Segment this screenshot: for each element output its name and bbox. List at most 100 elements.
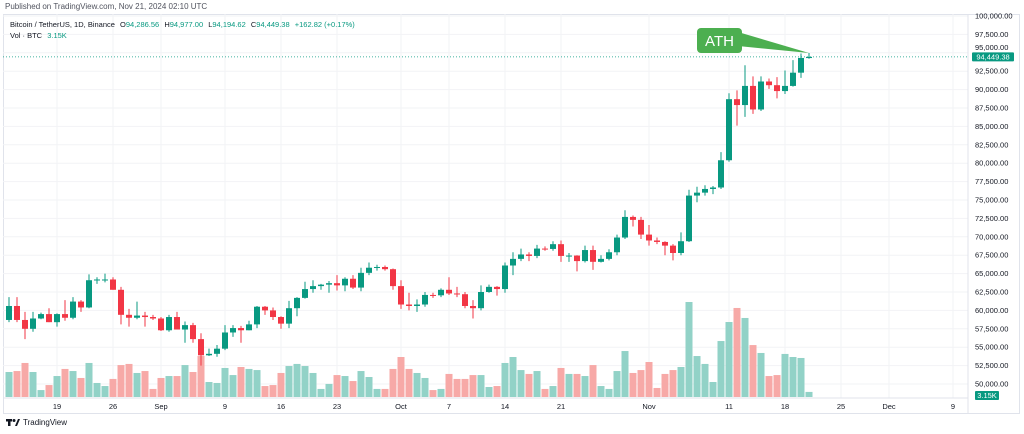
candle-body — [678, 241, 684, 253]
grid — [3, 14, 968, 398]
volume-bar — [141, 371, 149, 397]
candle-body — [190, 325, 196, 340]
volume-bar — [237, 367, 245, 397]
candle-body — [390, 269, 396, 287]
chart-frame — [3, 14, 1020, 414]
candle-body — [662, 241, 668, 246]
volume-bar — [589, 365, 597, 397]
price-tick-label: 85,000.00 — [975, 122, 1008, 131]
low-label: L — [208, 20, 213, 29]
volume-bar — [677, 367, 685, 397]
candle-body — [374, 266, 380, 268]
candle-body — [630, 216, 636, 220]
open-value: 94,286.56 — [125, 20, 160, 29]
candle-body — [486, 286, 492, 292]
volume-bar — [509, 357, 517, 397]
candle-body — [382, 266, 388, 270]
ath-annotation[interactable]: ATH — [697, 28, 809, 53]
candle-body — [46, 314, 52, 323]
candle-body — [702, 188, 708, 193]
volume-bar — [597, 386, 605, 397]
candle-body — [638, 219, 644, 235]
footer: TradingView — [6, 418, 67, 427]
volume-bar — [773, 375, 781, 397]
candle-body — [238, 328, 244, 331]
volume-bar — [77, 377, 85, 397]
price-tick-label: 97,500.00 — [975, 30, 1008, 39]
volume-bar — [373, 388, 381, 397]
volume-bar — [261, 386, 269, 397]
published-note: Published on TradingView.com, Nov 21, 20… — [5, 2, 208, 11]
candle-body — [62, 314, 68, 318]
candle-body — [654, 240, 660, 242]
price-tick-label: 70,000.00 — [975, 232, 1008, 241]
volume-bar — [349, 381, 357, 397]
open-label: O — [120, 20, 126, 29]
candle-body — [590, 250, 596, 262]
volume-bar — [477, 375, 485, 397]
price-tick-label: 95,000.00 — [975, 43, 1008, 52]
volume-bar — [709, 382, 717, 397]
price-axis[interactable]: 100,000.00 97,500.00 95,000.00 92,500.00 90,… — [975, 12, 1013, 389]
candle-body — [366, 267, 372, 273]
tradingview-brand[interactable]: TradingView — [23, 418, 68, 427]
time-tick-label: 21 — [557, 402, 565, 411]
volume-label[interactable]: Vol · BTC — [10, 31, 43, 40]
candle-body — [430, 294, 436, 296]
candles — [6, 52, 812, 366]
time-axis[interactable]: 19 26 Sep 9 16 23 Oct 7 14 21 Nov 11 18 25 Dec 9 — [53, 402, 955, 411]
last-price-badge: 94,449.38 — [972, 52, 1014, 62]
time-tick-label: 7 — [447, 402, 451, 411]
candle-body — [198, 339, 204, 356]
volume-bar — [101, 386, 109, 397]
volume-bar — [565, 373, 573, 397]
high-label: H — [164, 20, 170, 29]
close-label: C — [250, 20, 257, 29]
volume-bar — [461, 378, 469, 397]
candle-body — [734, 99, 740, 106]
volume-bar — [501, 362, 509, 397]
candle-body — [118, 289, 124, 315]
volume-bar — [581, 376, 589, 397]
volume-bar — [381, 388, 389, 397]
volume-bar — [157, 377, 165, 397]
volume-bar — [445, 373, 453, 397]
volume-bar — [725, 322, 733, 397]
candle-body — [414, 304, 420, 306]
ath-callout-pointer — [738, 32, 809, 53]
candle-body — [750, 85, 756, 110]
price-tick-label: 57,500.00 — [975, 324, 1008, 333]
candle-body — [510, 258, 516, 266]
time-tick-label: 11 — [725, 402, 733, 411]
candle-body — [30, 318, 36, 329]
price-tick-label: 100,000.00 — [975, 12, 1013, 21]
volume-bar — [749, 345, 757, 397]
volume-bar — [213, 382, 221, 397]
candle-body — [606, 252, 612, 259]
candle-body — [150, 317, 156, 319]
volume-bar — [797, 357, 805, 397]
candle-body — [406, 304, 412, 306]
volume-bar — [205, 382, 213, 397]
candle-body — [470, 305, 476, 309]
ohlc-row: Bitcoin / TetherUS, 1D, Binance O94,286.… — [10, 19, 358, 30]
symbol-label[interactable]: Bitcoin / TetherUS, 1D, Binance — [10, 20, 115, 29]
volume-bar — [181, 365, 189, 397]
volume-bar — [717, 341, 725, 397]
candle-body — [686, 195, 692, 242]
candle-body — [270, 310, 276, 318]
price-tick-label: 55,000.00 — [975, 343, 1008, 352]
high-value: 94,977.00 — [169, 20, 204, 29]
candle-body — [438, 289, 444, 296]
volume-bar — [301, 366, 309, 397]
candle-body — [534, 248, 540, 256]
time-tick-label: 25 — [837, 402, 845, 411]
candle-body — [790, 72, 796, 86]
candle-body — [174, 317, 180, 330]
volume-bar — [133, 372, 141, 397]
candle-body — [526, 254, 532, 256]
time-tick-label: Sep — [154, 402, 167, 411]
low-value: 94,194.62 — [212, 20, 246, 29]
candle-body — [550, 244, 556, 249]
